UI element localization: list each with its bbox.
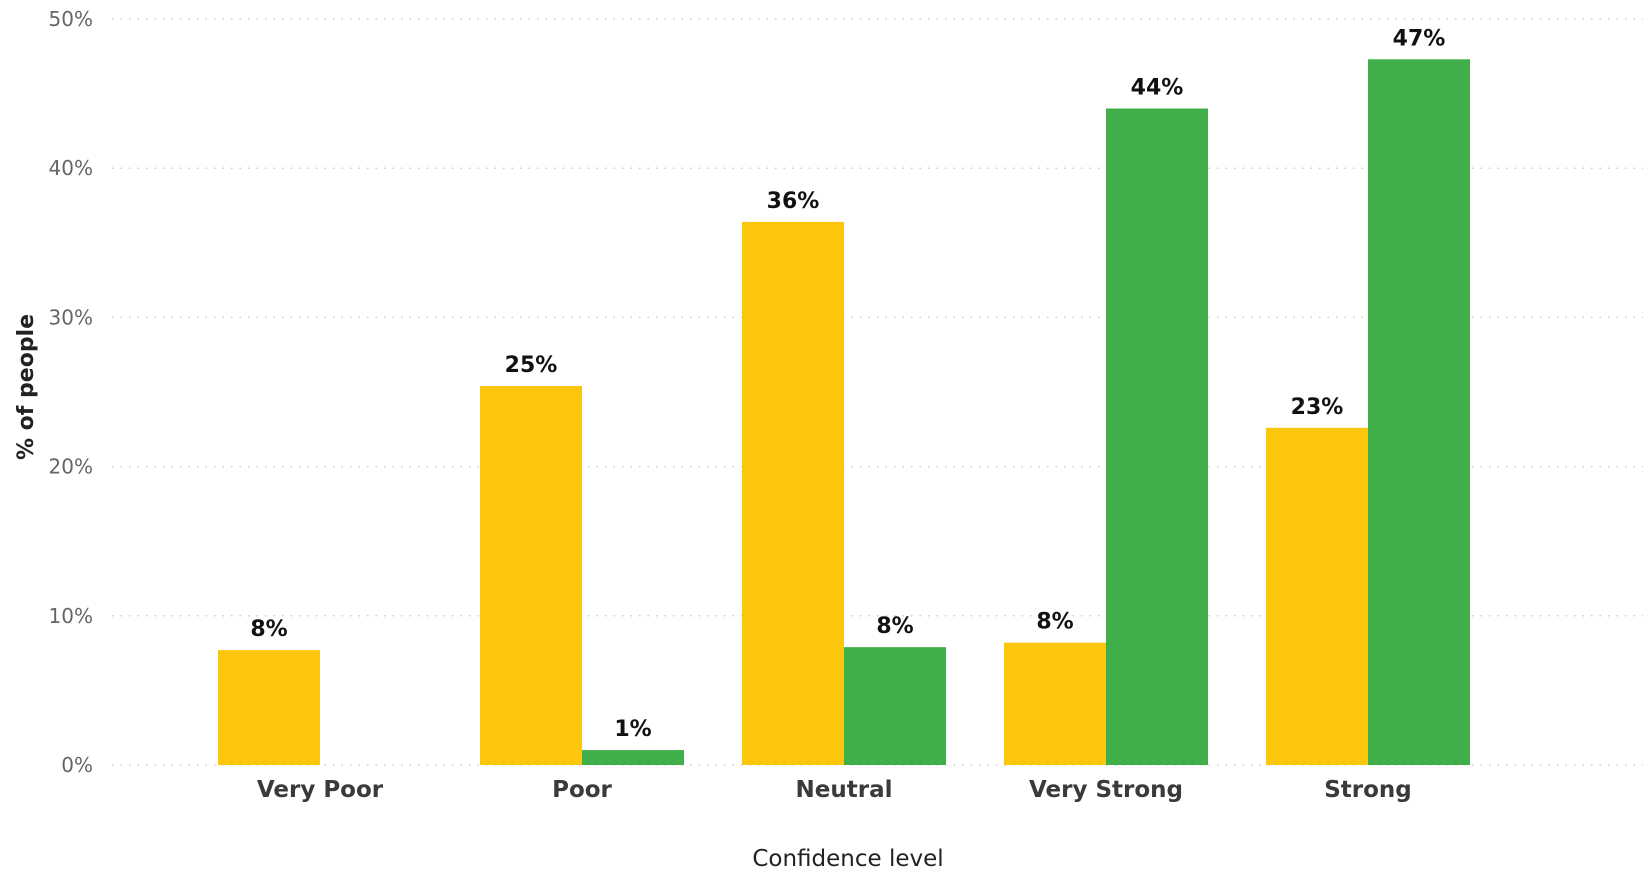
data-label: 23% <box>1291 395 1344 420</box>
x-axis-title: Confidence level <box>752 846 943 872</box>
y-tick-label: 0% <box>61 753 93 777</box>
x-tick-label: Strong <box>1324 777 1412 803</box>
y-tick-label: 20% <box>49 455 93 479</box>
bar <box>1004 642 1106 765</box>
data-label: 8% <box>1036 610 1073 635</box>
bar <box>742 221 844 766</box>
x-tick-label: Neutral <box>796 777 893 803</box>
bar <box>1106 108 1208 765</box>
x-tick-label: Very Strong <box>1029 777 1183 803</box>
bar <box>582 750 684 765</box>
data-label: 47% <box>1393 26 1446 51</box>
data-labels: 8% 25% 1% 36% 8% 8% 44% 23% 47% <box>250 26 1445 742</box>
bar <box>1266 427 1368 765</box>
y-tick-labels: 0% 10% 20% 30% 40% 50% <box>49 7 93 777</box>
x-tick-label: Very Poor <box>257 777 384 803</box>
data-label: 8% <box>250 617 287 642</box>
data-label: 8% <box>876 614 913 639</box>
bar <box>844 647 946 765</box>
y-tick-label: 40% <box>49 156 93 180</box>
data-label: 44% <box>1131 76 1184 101</box>
bar <box>480 386 582 765</box>
data-label: 25% <box>505 353 558 378</box>
bar <box>1368 59 1470 766</box>
bars <box>218 59 1470 766</box>
y-axis-title: % of people <box>14 314 39 460</box>
data-label: 36% <box>767 189 820 214</box>
y-tick-label: 10% <box>49 604 93 628</box>
y-tick-label: 30% <box>49 305 93 329</box>
y-tick-label: 50% <box>49 7 93 31</box>
x-tick-label: Poor <box>552 777 612 803</box>
x-tick-labels: Very Poor Poor Neutral Very Strong Strong <box>257 777 1412 803</box>
data-label: 1% <box>614 717 651 742</box>
bar <box>218 650 320 765</box>
